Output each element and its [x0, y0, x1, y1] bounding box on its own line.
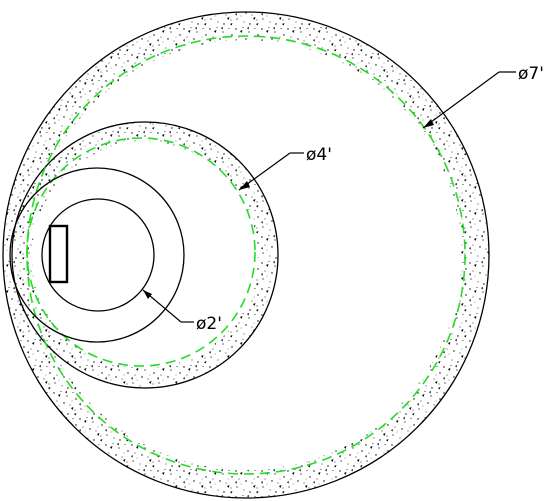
inner-diameter-leader — [142, 289, 194, 323]
middle-centerline — [26, 137, 256, 367]
outer-wall-outline — [2, 11, 490, 499]
middle-diameter-label: ø4' — [306, 145, 332, 165]
inner-diameter-label: ø2' — [196, 314, 222, 334]
pipe-outline-large — [9, 167, 185, 343]
step-rectangle — [48, 224, 69, 284]
outer-centerline — [26, 35, 466, 475]
middle-diameter-leader — [238, 152, 304, 191]
pipe-inner-circle — [41, 198, 155, 312]
middle-wall-outline — [11, 121, 279, 389]
outer-diameter-leader — [422, 71, 516, 129]
outer-diameter-label: ø7' — [518, 64, 544, 84]
middle-wall-hatch — [12, 122, 278, 388]
